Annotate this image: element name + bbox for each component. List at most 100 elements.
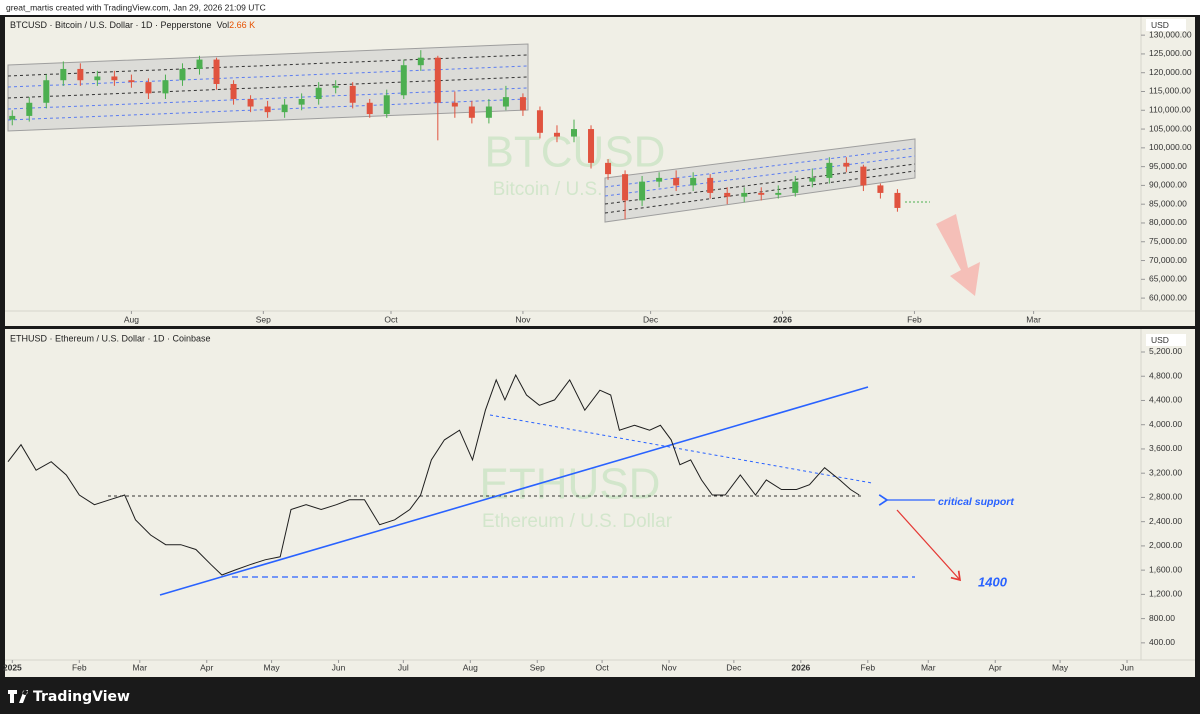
candle-body	[536, 110, 543, 133]
watermark-subtitle: Ethereum / U.S. Dollar	[482, 511, 673, 532]
y-tick-label: 130,000.00	[1149, 29, 1192, 39]
candle-body	[26, 102, 33, 116]
x-tick-label: Dec	[726, 662, 742, 672]
y-tick-label: 70,000.00	[1149, 255, 1187, 265]
x-tick-label: May	[1052, 662, 1069, 672]
header-bar	[0, 0, 1200, 15]
candle-body	[673, 177, 680, 186]
candle-body	[843, 162, 850, 167]
candle-body	[281, 104, 288, 113]
legend-title: BTCUSD · Bitcoin / U.S. Dollar · 1D · Pe…	[10, 20, 212, 30]
y-tick-label: 2,800.00	[1149, 492, 1182, 502]
annotation: critical support	[938, 496, 1014, 508]
x-tick-label: Apr	[989, 662, 1002, 672]
series-layer	[9, 50, 901, 220]
candle-body	[213, 59, 220, 84]
y-tick-label: 5,200.00	[1149, 346, 1182, 356]
x-tick-label: 2025	[3, 662, 22, 672]
y-tick-label: 400.00	[1149, 637, 1175, 647]
candle-body	[366, 102, 373, 115]
x-tick-label: Mar	[921, 662, 936, 672]
candle-body	[502, 97, 509, 107]
y-tick-label: 125,000.00	[1149, 48, 1192, 58]
candle-body	[877, 185, 884, 193]
candle-body	[571, 129, 577, 137]
x-tick-label: Apr	[200, 662, 213, 672]
x-tick-label: Dec	[643, 314, 659, 324]
footer-text: TradingView	[33, 689, 130, 705]
candle-body	[860, 166, 867, 186]
x-tick-label: Oct	[384, 314, 398, 324]
channel-drawing	[7, 43, 930, 223]
candle-body	[656, 177, 663, 182]
x-tick-label: Feb	[907, 314, 922, 324]
candle-body	[179, 68, 186, 81]
y-tick-label: 2,400.00	[1149, 516, 1182, 526]
y-tick-label: 75,000.00	[1149, 236, 1187, 246]
y-tick-label: 4,000.00	[1149, 419, 1182, 429]
candle-body	[264, 106, 271, 113]
y-tick-label: 95,000.00	[1149, 161, 1187, 171]
candle-body	[332, 85, 339, 88]
candle-body	[60, 68, 67, 81]
eth-panel	[5, 329, 1195, 677]
candle-body	[43, 80, 50, 103]
y-tick-label: 3,600.00	[1149, 443, 1182, 453]
eth-legend: ETHUSD · Ethereum / U.S. Dollar · 1D · C…	[10, 333, 211, 343]
y-tick-label: 85,000.00	[1149, 198, 1187, 208]
candle-body	[707, 177, 714, 193]
candle-body	[622, 174, 629, 201]
candle-body	[553, 132, 560, 137]
y-tick-label: 1,200.00	[1149, 589, 1182, 599]
x-tick-label: Feb	[860, 662, 875, 672]
y-tick-label: 4,400.00	[1149, 395, 1182, 405]
x-tick-label: Aug	[463, 662, 478, 672]
trend-drawings	[108, 386, 962, 596]
candle-body	[247, 99, 254, 107]
price-line	[7, 373, 860, 576]
candle-body	[724, 192, 731, 197]
candle-body	[383, 95, 390, 115]
y-tick-label: 65,000.00	[1149, 274, 1187, 284]
x-tick-label: 2026	[773, 314, 792, 324]
candle-body	[690, 177, 697, 186]
candle-body	[400, 65, 407, 96]
candle-body	[758, 192, 765, 195]
x-tick-label: Nov	[515, 314, 531, 324]
candle-body	[196, 59, 203, 69]
candle-body	[298, 99, 305, 105]
y-tick-label: 90,000.00	[1149, 180, 1187, 190]
x-tick-label: Jul	[398, 662, 409, 672]
candle-body	[468, 106, 475, 118]
candle-body	[315, 87, 322, 100]
y-tick-label: 2,000.00	[1149, 540, 1182, 550]
currency-label: USD	[1151, 20, 1169, 30]
x-tick-label: May	[264, 662, 281, 672]
candle-body	[434, 57, 441, 103]
x-tick-label: Mar	[1026, 314, 1041, 324]
btc-legend: BTCUSD · Bitcoin / U.S. Dollar · 1D · Pe…	[10, 20, 255, 30]
projection-arrow	[936, 214, 980, 296]
x-tick-label: Sep	[256, 314, 271, 324]
x-tick-label: Jun	[332, 662, 346, 672]
y-tick-label: 1,600.00	[1149, 564, 1182, 574]
candle-body	[741, 192, 748, 197]
candle-body	[111, 76, 118, 81]
candle-body	[809, 177, 816, 182]
candle-body	[230, 83, 237, 100]
series-layer	[7, 373, 860, 576]
x-tick-label: 2026	[791, 662, 810, 672]
candle-body	[894, 192, 901, 208]
x-tick-label: Aug	[124, 314, 139, 324]
y-tick-label: 3,200.00	[1149, 467, 1182, 477]
candle-body	[451, 102, 458, 107]
annotation: 1400	[978, 574, 1008, 589]
candle-body	[639, 181, 646, 201]
candle-body	[162, 80, 169, 94]
candle-body	[775, 192, 782, 195]
y-tick-label: 80,000.00	[1149, 217, 1187, 227]
watermark: ETHUSD	[480, 460, 661, 509]
candle-body	[485, 106, 492, 118]
candle-body	[9, 115, 16, 120]
x-tick-label: Mar	[132, 662, 147, 672]
